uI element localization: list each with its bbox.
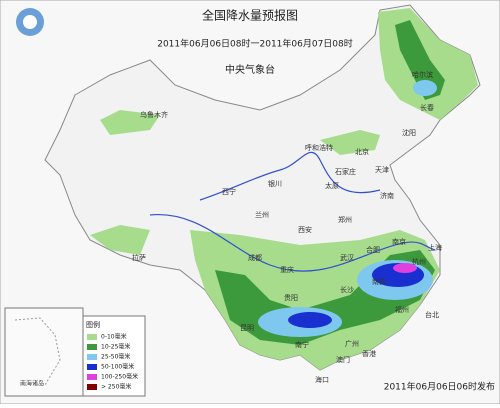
city: 长沙 [340,285,354,294]
legend-title: 图例 [86,320,100,329]
city: 昆明 [240,324,254,332]
city: 石家庄 [335,167,356,176]
title: 全国降水量预报图 [202,8,298,23]
city: 香港 [362,349,376,358]
legend-label: 50-100毫米 [101,363,134,371]
city: 成都 [248,253,262,262]
city: 上海 [428,243,442,252]
issued-time: 2011年06月06日06时发布 [384,381,495,393]
subtitle: 2011年06月06日08时一2011年06月07日08时 [157,38,353,50]
city: 乌鲁木齐 [140,110,168,119]
city: 西安 [298,225,312,234]
city: 南昌 [372,277,386,286]
city: 银川 [268,179,282,188]
legend-swatch [87,344,97,350]
city: 福州 [395,305,409,314]
legend-label: 25-50毫米 [101,353,130,361]
city: 台北 [425,310,439,319]
inset [4,307,84,397]
city: 天津 [375,166,389,174]
legend-swatch [87,364,97,370]
city: 广州 [345,339,359,348]
legend-label: 0-10毫米 [101,333,127,341]
city: 杭州 [412,257,426,266]
inset-label: 南海诸岛 [20,380,44,388]
rivers [149,151,436,272]
city: 沈阳 [402,128,416,137]
city: 海口 [315,375,329,384]
legend-items: 0-10毫米 10-25毫米 25-50毫米 50-100毫米 100-250毫米 > 2… [87,333,138,391]
city: 合肥 [366,245,380,254]
city: 兰州 [255,210,269,219]
inset-border [14,317,61,386]
city: 济南 [380,191,394,200]
city: 贵阳 [284,293,298,302]
legend-swatch [87,354,97,360]
legend-label: 100-250毫米 [101,373,138,381]
city: 哈尔滨 [412,70,433,79]
city: 西宁 [222,187,236,196]
rain-areas [90,8,478,370]
city: 重庆 [280,265,294,274]
city: 武汉 [340,253,354,262]
city: 长春 [420,103,434,112]
legend-swatch [87,334,97,340]
legend-swatch [87,374,97,380]
issuer: 中央气象台 [225,63,275,76]
city: 南宁 [295,340,309,349]
city: 北京 [355,147,369,156]
city: 太原 [325,181,339,190]
logo [23,15,37,29]
legend-label: > 250毫米 [101,383,131,391]
city: 南京 [392,237,406,246]
city: 郑州 [338,216,352,224]
city: 澳门 [336,355,350,364]
legend-label: 10-25毫米 [101,343,130,351]
city: 呼和浩特 [305,143,333,152]
city: 拉萨 [132,253,146,262]
legend-swatch [87,384,97,390]
